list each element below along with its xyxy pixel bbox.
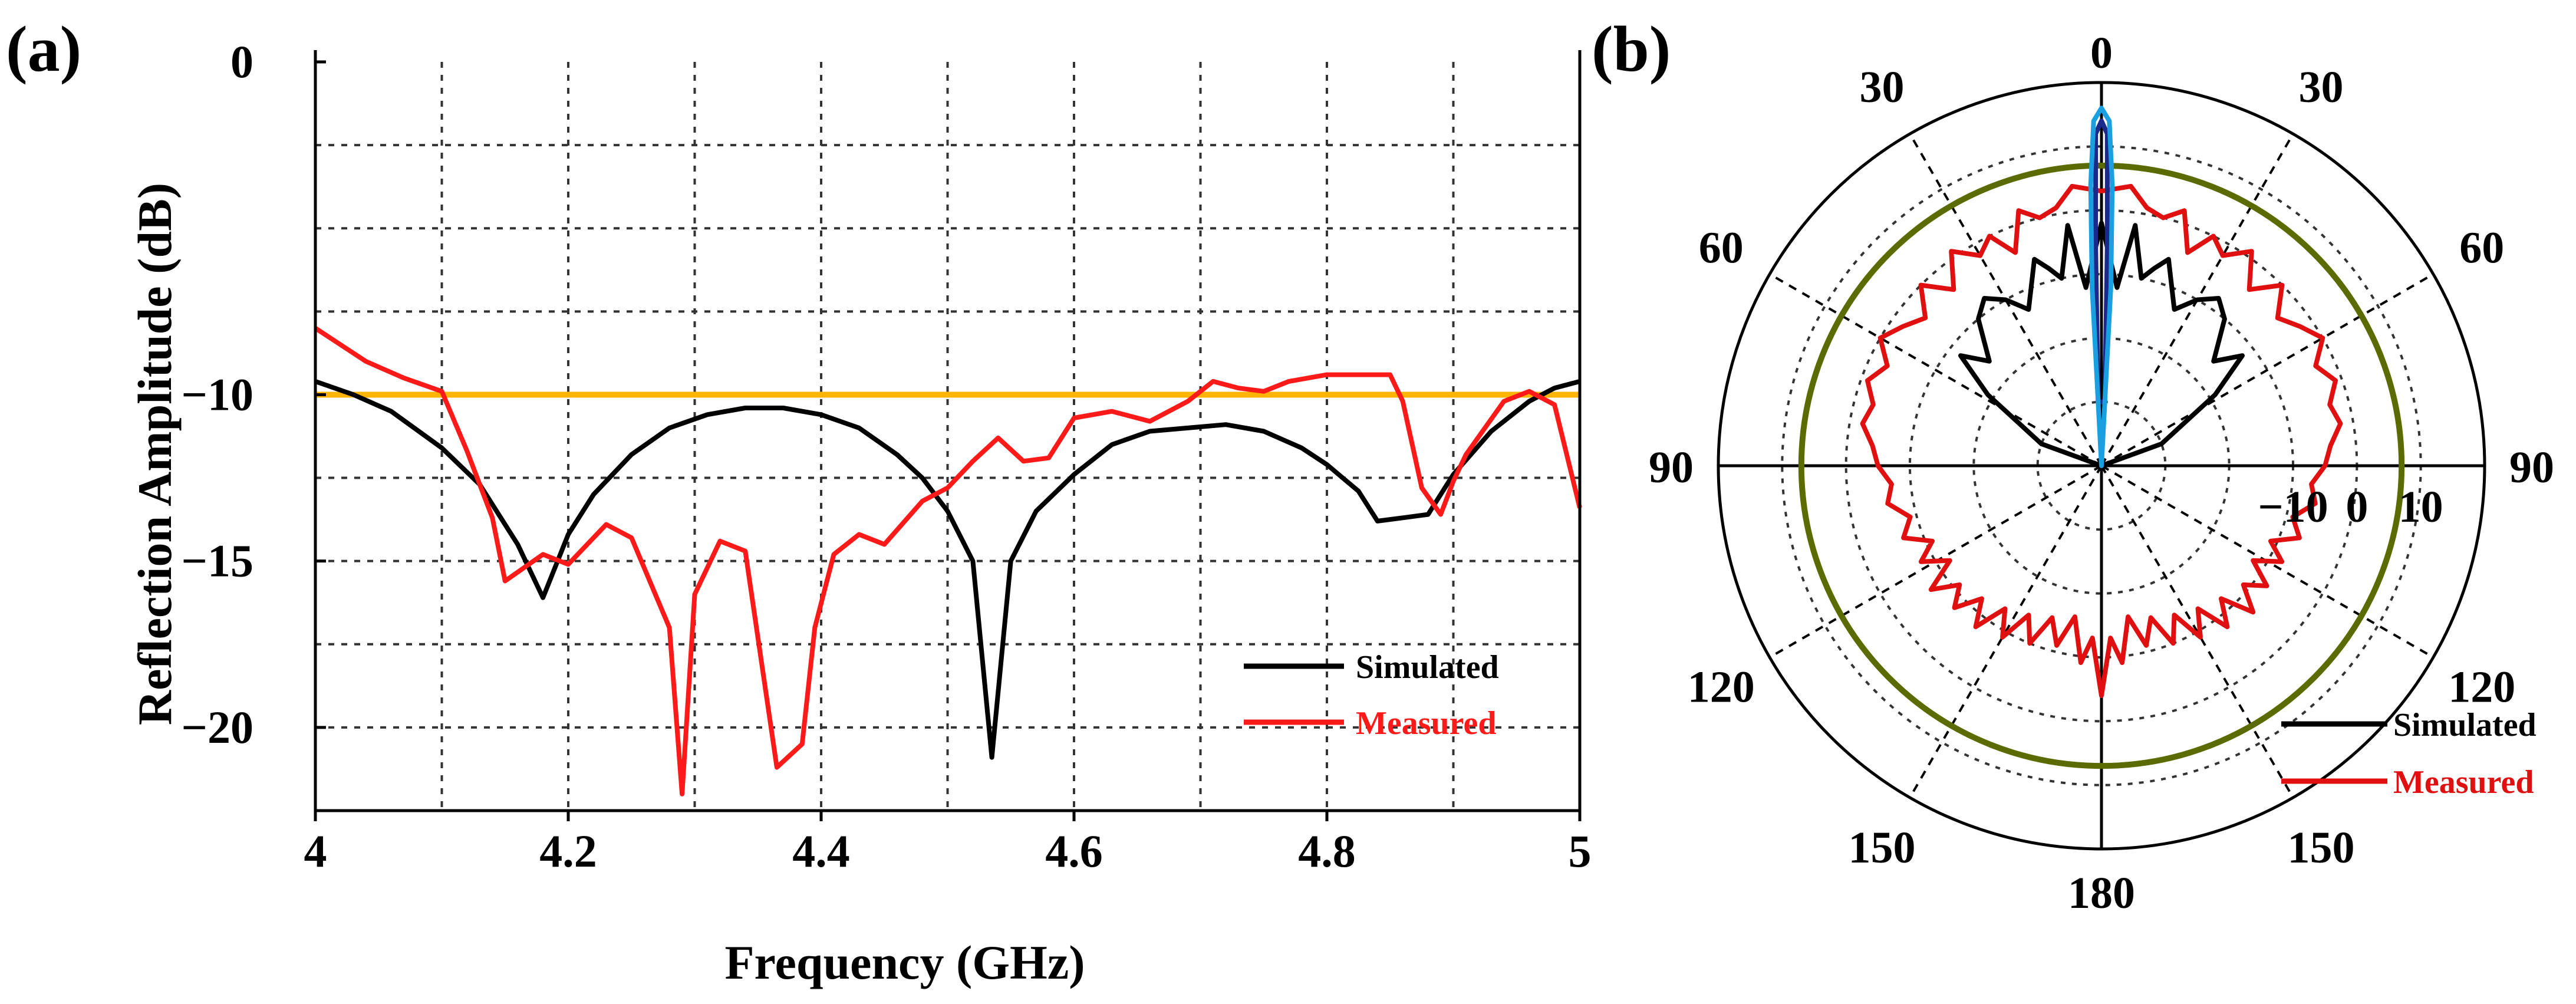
polar-legend: Simulated Measured: [2281, 707, 2537, 801]
y-tick-label: 0: [230, 36, 253, 87]
series-measured: [314, 326, 1582, 796]
x-tick-label: 4: [304, 825, 327, 877]
polar-angle-label: 180: [2068, 868, 2135, 918]
polar-angle-label: 30: [1860, 62, 1905, 112]
polar-angle-label: 90: [1649, 443, 1694, 492]
chart-a-legend: Simulated Measured: [1244, 649, 1499, 742]
panel-a-label: (a): [6, 13, 81, 85]
polar-labels: 0 30 60 90 120 150 180 150 120 90 60 30 −10 0 10: [1649, 28, 2554, 918]
x-tick-label: 4.6: [1045, 825, 1103, 877]
legend-measured-label: Measured: [1356, 705, 1497, 742]
chart-a-axes: [314, 50, 1582, 821]
chart-a-x-axis-label: Frequency (GHz): [724, 936, 1085, 989]
chart-a-tick-labels: 4 4.2 4.4 4.6 4.8 5 0 −10 −15 −20: [182, 36, 1592, 877]
polar-angle-label: 120: [2448, 663, 2515, 712]
polar-series-measured: [1860, 183, 2343, 698]
polar-angle-label: 150: [2288, 823, 2355, 873]
polar-angle-label: 150: [1849, 823, 1916, 873]
polar-radial-label: 0: [2346, 482, 2368, 532]
polar-legend-simulated-label: Simulated: [2393, 707, 2537, 743]
polar-series-beam-light-blue: [2088, 106, 2115, 468]
polar-spoke: [1769, 273, 2103, 467]
panel-a-line-chart: (a) 4 4.2 4.4 4.6 4.8 5 0 −10 −15 −20 Frequency (…: [6, 13, 1592, 989]
chart-a-series: [314, 326, 1582, 796]
x-tick-label: 4.2: [539, 825, 597, 877]
y-tick-label: −20: [182, 702, 253, 753]
panel-b-label: (b): [1592, 13, 1671, 85]
y-tick-label: −15: [182, 535, 253, 587]
polar-angle-label: 30: [2299, 62, 2344, 112]
polar-angle-label: 0: [2090, 28, 2113, 78]
polar-radial-label: −10: [2258, 482, 2328, 532]
polar-angle-label: 90: [2509, 443, 2554, 492]
panel-b-polar-chart: (b) 0 30 60 90 120 150 180 150 120 90 60 30 −10 0 10 S…: [1592, 13, 2554, 918]
polar-spoke: [2100, 273, 2434, 467]
y-tick-label: −10: [182, 368, 253, 420]
chart-a-y-axis-label: Reflection Amplitude (dB): [128, 183, 182, 725]
polar-series-beam-dark-blue: [2093, 118, 2110, 404]
x-tick-label: 5: [1569, 825, 1592, 877]
polar-angle-label: 60: [2459, 223, 2504, 273]
x-tick-label: 4.8: [1298, 825, 1356, 877]
x-tick-label: 4.4: [792, 825, 850, 877]
polar-radial-label: 10: [2399, 482, 2443, 532]
chart-a-grid: [315, 62, 1580, 811]
polar-reference-ring: [1798, 162, 2405, 769]
polar-angle-label: 120: [1688, 663, 1755, 712]
legend-simulated-label: Simulated: [1356, 649, 1499, 686]
polar-legend-measured-label: Measured: [2393, 764, 2534, 801]
series-simulated: [314, 379, 1581, 760]
polar-angle-label: 60: [1699, 223, 1744, 273]
polar-series: [1860, 106, 2343, 698]
